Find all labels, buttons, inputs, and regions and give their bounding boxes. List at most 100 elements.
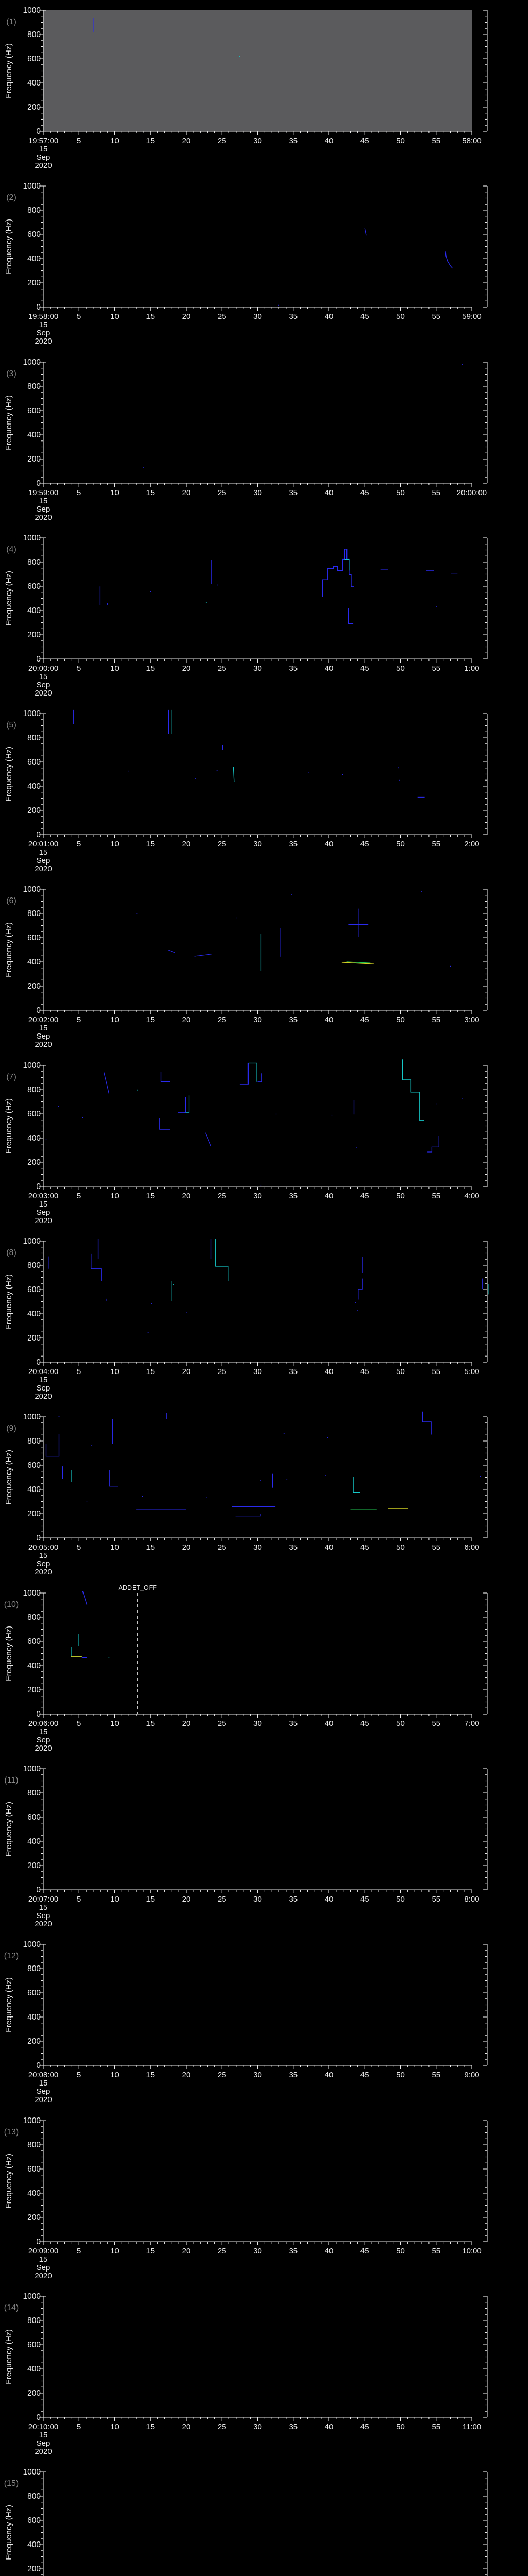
svg-text:50: 50: [396, 1192, 405, 1200]
svg-text:Sep: Sep: [37, 856, 51, 865]
svg-text:Sep: Sep: [37, 153, 51, 162]
svg-text:59:00: 59:00: [462, 312, 482, 321]
svg-text:15: 15: [39, 2431, 48, 2439]
svg-text:45: 45: [360, 2247, 369, 2256]
svg-text:200: 200: [27, 1510, 41, 1518]
svg-text:Sep: Sep: [37, 1736, 51, 1744]
svg-text:0: 0: [36, 1182, 41, 1191]
svg-text:(3): (3): [6, 369, 16, 378]
svg-text:(15): (15): [4, 2479, 19, 2488]
svg-text:25: 25: [218, 2071, 226, 2079]
svg-text:5: 5: [77, 137, 81, 145]
svg-text:200: 200: [27, 103, 41, 112]
svg-text:5: 5: [77, 840, 81, 849]
svg-text:15: 15: [39, 497, 48, 505]
svg-text:200: 200: [27, 2037, 41, 2046]
svg-text:1000: 1000: [23, 2468, 41, 2477]
svg-text:20:02:00: 20:02:00: [28, 1015, 58, 1024]
svg-text:600: 600: [27, 2516, 41, 2525]
svg-text:55: 55: [432, 312, 440, 321]
svg-text:800: 800: [27, 30, 41, 39]
svg-text:600: 600: [27, 582, 41, 591]
svg-text:1000: 1000: [23, 885, 41, 894]
svg-text:40: 40: [325, 1015, 334, 1024]
svg-text:600: 600: [27, 55, 41, 63]
svg-text:7:00: 7:00: [464, 1719, 479, 1728]
svg-text:45: 45: [360, 2422, 369, 2431]
svg-text:800: 800: [27, 1437, 41, 1446]
svg-text:15: 15: [39, 1903, 48, 1912]
svg-text:400: 400: [27, 2013, 41, 2022]
svg-text:45: 45: [360, 1015, 369, 1024]
svg-text:200: 200: [27, 1686, 41, 1694]
svg-text:200: 200: [27, 2213, 41, 2222]
svg-text:10: 10: [110, 488, 119, 497]
svg-text:15: 15: [146, 1719, 155, 1728]
svg-text:Sep: Sep: [37, 1560, 51, 1568]
svg-text:400: 400: [27, 606, 41, 615]
svg-text:50: 50: [396, 1895, 405, 1904]
svg-text:45: 45: [360, 664, 369, 673]
svg-text:1000: 1000: [23, 2116, 41, 2125]
svg-text:Frequency (Hz): Frequency (Hz): [5, 2154, 13, 2209]
svg-text:Frequency (Hz): Frequency (Hz): [5, 1098, 13, 1154]
svg-text:20: 20: [182, 137, 191, 145]
svg-text:40: 40: [325, 840, 334, 849]
svg-text:30: 30: [253, 1543, 262, 1552]
svg-text:(7): (7): [6, 1073, 16, 1081]
svg-text:35: 35: [289, 1015, 298, 1024]
svg-text:25: 25: [218, 137, 226, 145]
svg-text:40: 40: [325, 2071, 334, 2079]
svg-text:30: 30: [253, 2247, 262, 2256]
svg-text:10: 10: [110, 137, 119, 145]
svg-text:(9): (9): [6, 1424, 16, 1433]
svg-text:20: 20: [182, 1367, 191, 1376]
svg-text:400: 400: [27, 2365, 41, 2374]
svg-text:15: 15: [146, 840, 155, 849]
svg-text:0: 0: [36, 1006, 41, 1015]
svg-text:600: 600: [27, 1637, 41, 1646]
svg-text:45: 45: [360, 1367, 369, 1376]
svg-text:10: 10: [110, 312, 119, 321]
svg-text:0: 0: [36, 1886, 41, 1894]
svg-text:55: 55: [432, 1895, 440, 1904]
svg-text:15: 15: [146, 1543, 155, 1552]
svg-text:5: 5: [77, 312, 81, 321]
svg-text:Frequency (Hz): Frequency (Hz): [5, 923, 13, 978]
svg-text:20: 20: [182, 312, 191, 321]
svg-text:5: 5: [77, 1719, 81, 1728]
svg-text:15: 15: [39, 1376, 48, 1384]
svg-text:0: 0: [36, 1534, 41, 1543]
svg-text:20:05:00: 20:05:00: [28, 1543, 58, 1552]
svg-text:Frequency (Hz): Frequency (Hz): [5, 2505, 13, 2560]
svg-text:55: 55: [432, 1719, 440, 1728]
svg-text:(1): (1): [6, 18, 16, 26]
svg-text:10:00: 10:00: [462, 2247, 482, 2256]
svg-text:25: 25: [218, 1367, 226, 1376]
svg-text:(10): (10): [4, 1600, 19, 1609]
svg-text:600: 600: [27, 230, 41, 239]
svg-text:25: 25: [218, 2422, 226, 2431]
svg-text:15: 15: [39, 1551, 48, 1560]
svg-text:2020: 2020: [35, 2447, 52, 2456]
svg-text:30: 30: [253, 312, 262, 321]
svg-text:35: 35: [289, 1367, 298, 1376]
svg-text:0: 0: [36, 2413, 41, 2422]
svg-text:55: 55: [432, 1367, 440, 1376]
svg-text:5: 5: [77, 1192, 81, 1200]
svg-text:15: 15: [39, 320, 48, 329]
svg-text:(14): (14): [4, 2303, 19, 2312]
svg-text:400: 400: [27, 1134, 41, 1143]
svg-text:20: 20: [182, 840, 191, 849]
svg-text:55: 55: [432, 2247, 440, 2256]
svg-text:200: 200: [27, 279, 41, 287]
svg-text:55: 55: [432, 1543, 440, 1552]
svg-text:19:59:00: 19:59:00: [28, 488, 58, 497]
svg-text:50: 50: [396, 1719, 405, 1728]
svg-text:200: 200: [27, 2565, 41, 2573]
svg-text:25: 25: [218, 312, 226, 321]
svg-text:5: 5: [77, 488, 81, 497]
svg-text:(6): (6): [6, 896, 16, 905]
svg-text:200: 200: [27, 1158, 41, 1167]
svg-text:15: 15: [146, 488, 155, 497]
